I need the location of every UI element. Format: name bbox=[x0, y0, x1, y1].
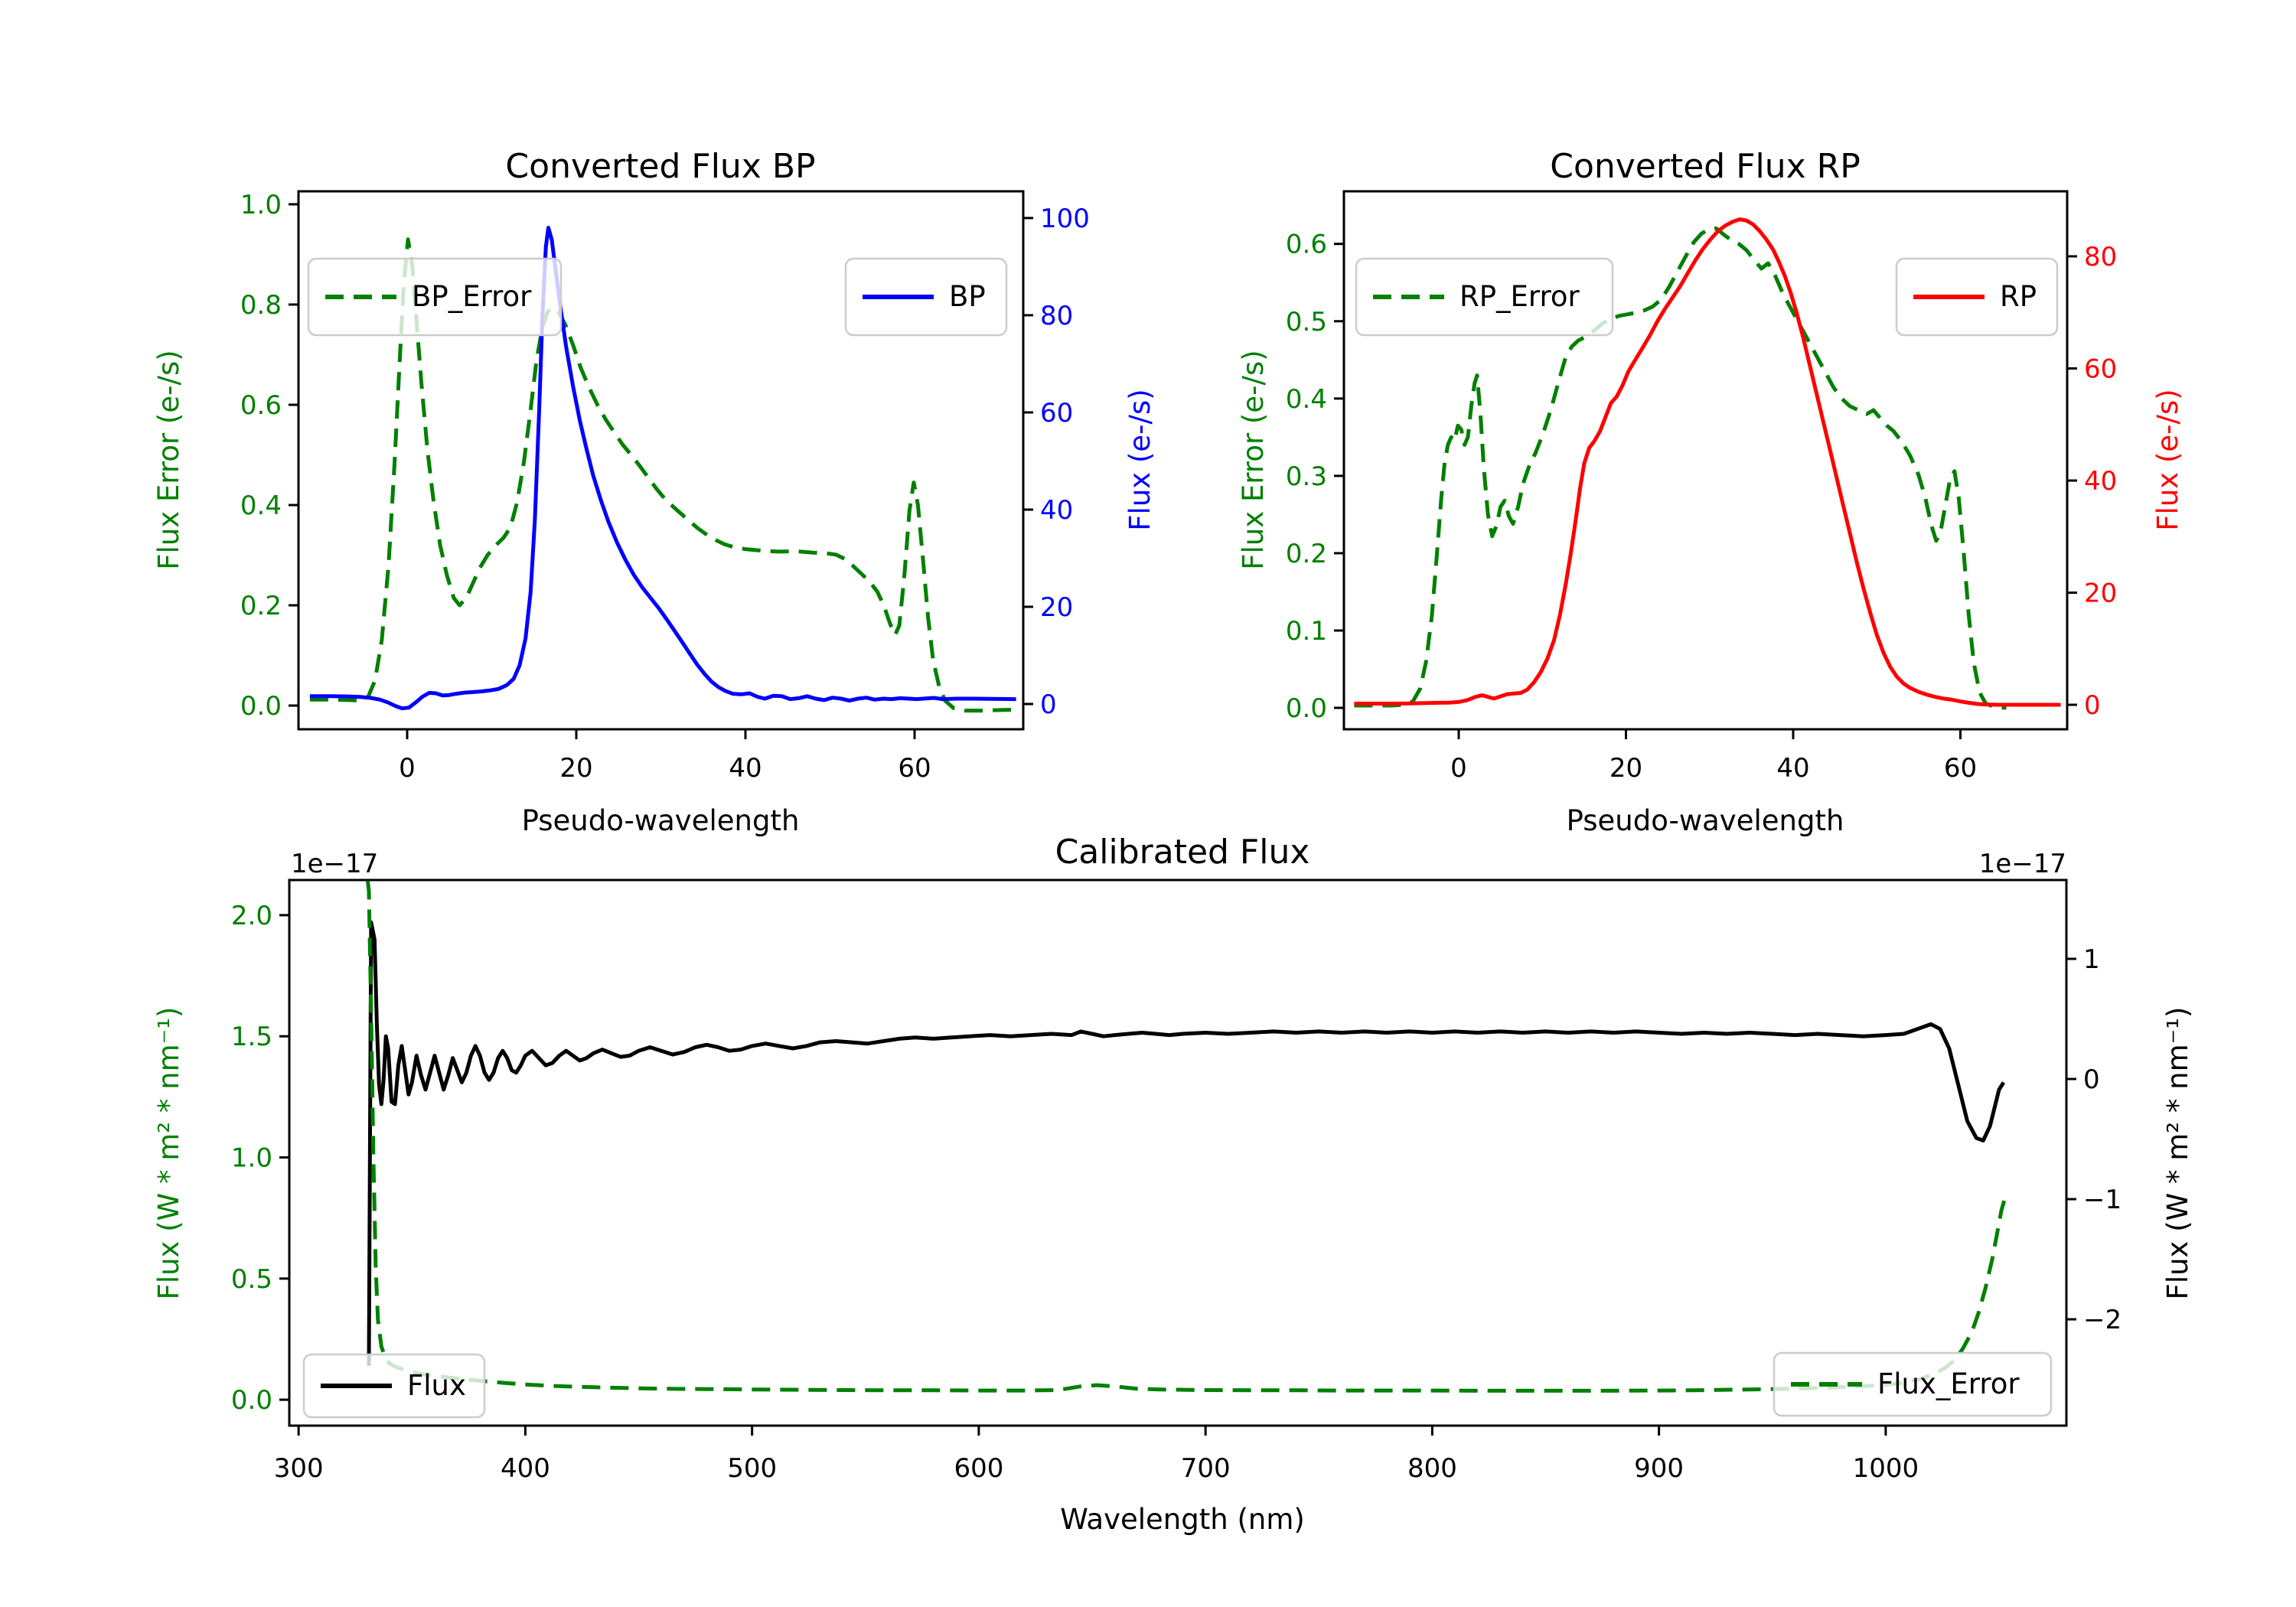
y-axis-label-left: Flux Error (e-/s) bbox=[1237, 350, 1270, 569]
y-tick-label-right: 80 bbox=[2084, 242, 2117, 272]
x-tick-label: 300 bbox=[274, 1453, 324, 1484]
x-tick-label: 700 bbox=[1181, 1453, 1231, 1484]
y-axis-label-right: Flux (e-/s) bbox=[1124, 389, 1156, 530]
legend-label: RP_Error bbox=[1459, 280, 1580, 313]
series-line-bp bbox=[309, 226, 1016, 711]
series-line-rp_error bbox=[1354, 227, 2007, 710]
y-tick-label-left: 0.6 bbox=[240, 390, 282, 421]
y-tick-label-left: 0.2 bbox=[1286, 539, 1327, 569]
legend-rp: RP bbox=[1895, 257, 2059, 337]
y-tick-label-right: 0 bbox=[2083, 1064, 2100, 1095]
x-tick-label: 40 bbox=[729, 753, 762, 784]
axes-spines bbox=[288, 878, 2068, 1427]
x-tick-label: 60 bbox=[1944, 753, 1977, 784]
series-line-bp_error bbox=[309, 237, 1016, 713]
series-line-flux_error bbox=[366, 881, 2007, 1393]
y-tick-label-right: 1 bbox=[2083, 944, 2100, 975]
plot-title: Converted Flux RP bbox=[1550, 147, 1861, 186]
y-tick-label-left: 0.8 bbox=[240, 290, 282, 321]
y-tick-label-right: 60 bbox=[2084, 354, 2117, 384]
x-tick-label: 900 bbox=[1634, 1453, 1684, 1484]
axes-spines bbox=[1342, 190, 2069, 731]
y-tick-label-left: 0.5 bbox=[1286, 307, 1327, 337]
curves-layer bbox=[366, 881, 2007, 1393]
x-tick-label: 0 bbox=[1450, 753, 1467, 784]
series-line-rp bbox=[1354, 217, 2061, 707]
legend-box bbox=[1773, 1351, 2053, 1417]
series-line-flux bbox=[367, 920, 2006, 1366]
x-tick-label: 600 bbox=[954, 1453, 1003, 1484]
legend-label: BP bbox=[949, 280, 986, 313]
plot-title: Converted Flux BP bbox=[505, 147, 815, 186]
legend-flux: Flux bbox=[302, 1353, 486, 1419]
y-tick-label-left: 0.1 bbox=[1286, 616, 1327, 647]
y-tick-label-left: 0.4 bbox=[1286, 384, 1327, 415]
y-tick-label-left: 2.0 bbox=[231, 901, 272, 931]
x-tick-label: 500 bbox=[727, 1453, 777, 1484]
y-tick-label-left: 0.4 bbox=[240, 491, 282, 521]
legend-box bbox=[1355, 257, 1614, 337]
x-axis-label: Pseudo-wavelength bbox=[1567, 804, 1844, 837]
legend-label: Flux_Error bbox=[1877, 1367, 2020, 1400]
legend-bp_error: BP_Error bbox=[307, 257, 563, 337]
y-tick-label-right: 40 bbox=[2084, 466, 2117, 497]
y-tick-label-right: −2 bbox=[2083, 1305, 2122, 1335]
x-tick-label: 20 bbox=[1609, 753, 1642, 784]
curves-layer bbox=[309, 226, 1016, 713]
x-tick-label: 0 bbox=[399, 753, 416, 784]
y-tick-label-right: 0 bbox=[1040, 689, 1057, 720]
legend-box bbox=[307, 257, 563, 337]
legend-flux_error: Flux_Error bbox=[1773, 1351, 2053, 1417]
x-tick-label: 800 bbox=[1407, 1453, 1457, 1484]
y-tick-label-right: 0 bbox=[2084, 690, 2101, 721]
y-tick-label-left: 0.2 bbox=[240, 591, 282, 621]
y-tick-label-left: 0.0 bbox=[1286, 693, 1327, 724]
legend-label: Flux bbox=[407, 1369, 466, 1402]
y-axis-label-right: Flux (e-/s) bbox=[2151, 389, 2184, 530]
y-tick-label-left: 0.6 bbox=[1286, 230, 1327, 260]
axis-offset-label: 1e−17 bbox=[1979, 849, 2066, 879]
y-tick-label-left: 0.0 bbox=[231, 1385, 272, 1416]
legend-label: RP bbox=[2000, 280, 2037, 313]
y-axis-label-left: Flux (W * m² * nm⁻¹) bbox=[152, 1007, 185, 1300]
y-tick-label-right: 100 bbox=[1040, 204, 1090, 234]
x-tick-label: 60 bbox=[898, 753, 931, 784]
y-tick-label-right: 40 bbox=[1040, 495, 1073, 526]
curves-layer bbox=[1354, 217, 2061, 710]
x-tick-label: 40 bbox=[1776, 753, 1809, 784]
y-tick-label-right: 60 bbox=[1040, 398, 1073, 429]
subplot-converted-flux-bp: 0 20 40 60 0.0 0.2 0.4 0.6 0.8 1.0 0 20 40 60 80 100 Con… bbox=[152, 147, 1156, 837]
x-tick-label: 1000 bbox=[1853, 1453, 1919, 1484]
legend-rp_error: RP_Error bbox=[1355, 257, 1614, 337]
y-axis-label-left: Flux Error (e-/s) bbox=[152, 350, 185, 569]
axes-spines bbox=[297, 190, 1025, 731]
plot-title: Calibrated Flux bbox=[1055, 833, 1310, 872]
x-tick-label: 20 bbox=[559, 753, 592, 784]
y-tick-label-left: 1.5 bbox=[231, 1022, 272, 1052]
y-tick-label-left: 0.0 bbox=[240, 691, 282, 722]
legend-box bbox=[302, 1353, 486, 1419]
subplot-converted-flux-rp: 0 20 40 60 0.0 0.1 0.2 0.3 0.4 0.5 0.6 0 20 40 60 80 Con… bbox=[1237, 147, 2184, 837]
legend-bp: BP bbox=[844, 257, 1008, 337]
x-axis-label: Pseudo-wavelength bbox=[522, 804, 800, 837]
subplot-calibrated-flux: 300 400 500 600 700 800 900 1000 0.0 0.5 1.0 1.5 2.0… bbox=[152, 833, 2194, 1536]
legend-label: BP_Error bbox=[412, 280, 532, 313]
y-tick-label-left: 1.0 bbox=[231, 1143, 272, 1174]
axis-offset-label: 1e−17 bbox=[291, 849, 378, 879]
y-tick-label-right: −1 bbox=[2083, 1185, 2122, 1215]
y-tick-label-left: 1.0 bbox=[240, 190, 282, 220]
y-tick-label-left: 0.3 bbox=[1286, 461, 1327, 492]
y-tick-label-left: 0.5 bbox=[231, 1264, 272, 1295]
y-tick-label-right: 20 bbox=[1040, 592, 1073, 623]
y-axis-label-right: Flux (W * m² * nm⁻¹) bbox=[2161, 1007, 2194, 1300]
x-tick-label: 400 bbox=[501, 1453, 550, 1484]
y-tick-label-right: 80 bbox=[1040, 301, 1073, 331]
y-tick-label-right: 20 bbox=[2084, 578, 2117, 608]
x-axis-label: Wavelength (nm) bbox=[1060, 1503, 1305, 1536]
